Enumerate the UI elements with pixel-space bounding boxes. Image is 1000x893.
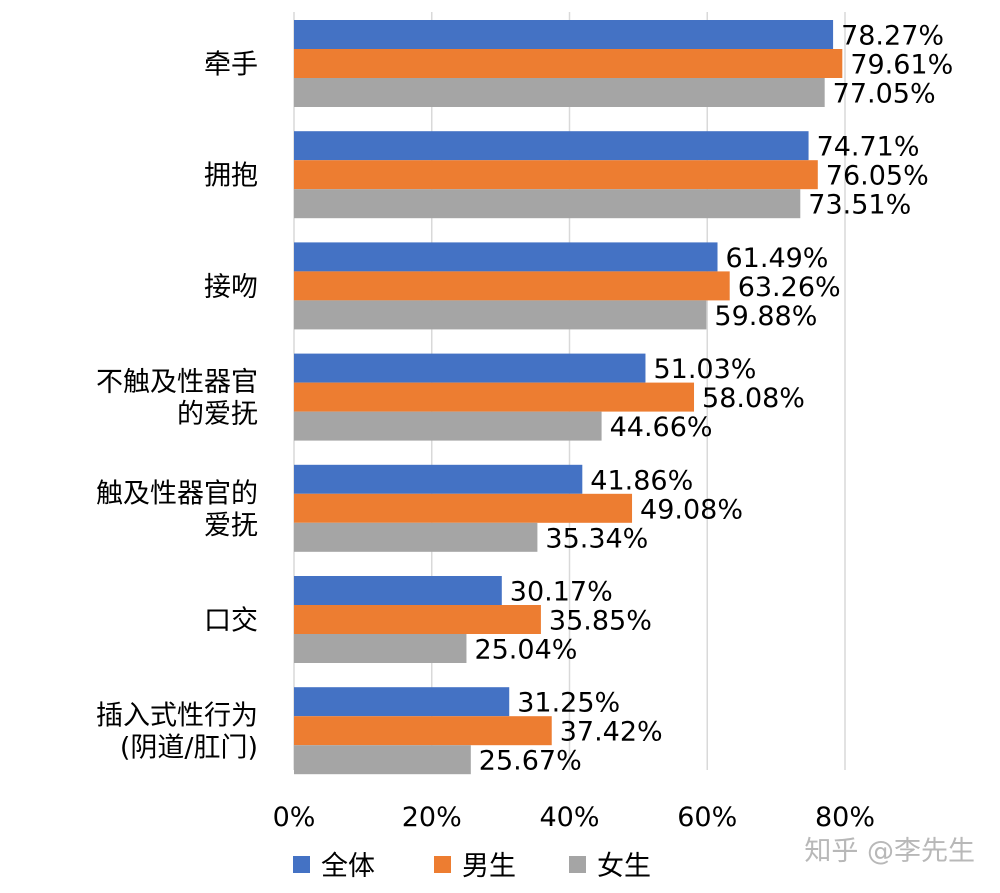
category-label: 拥抱 [204, 161, 258, 192]
category-label: 触及性器官的 [96, 478, 258, 509]
bar [294, 20, 834, 49]
bar [294, 716, 552, 746]
legend-label: 女生 [597, 851, 651, 882]
data-label: 76.05% [826, 161, 929, 192]
bar [294, 687, 510, 717]
bar [294, 382, 695, 412]
category-label: 插入式性行为 [96, 701, 258, 732]
bar [294, 300, 707, 330]
category-label: 不触及性器官 [96, 367, 258, 398]
bar [294, 353, 646, 383]
legend-swatch [293, 856, 310, 873]
data-label: 35.34% [545, 523, 648, 554]
bar [294, 49, 843, 78]
data-label: 63.26% [738, 272, 841, 303]
data-label: 49.08% [640, 494, 743, 525]
bar [294, 464, 583, 494]
bar [294, 271, 730, 301]
category-label: (阴道/肛门) [120, 733, 258, 764]
x-tick-label: 0% [273, 802, 316, 833]
category-label: 爱抚 [204, 510, 258, 541]
x-axis-ticks: 0% 20% 40% 60% 80% [273, 802, 875, 833]
bar [294, 242, 718, 272]
x-tick-label: 40% [539, 802, 599, 833]
data-label: 78.27% [841, 21, 944, 52]
data-label: 74.71% [817, 132, 920, 163]
x-tick-label: 80% [815, 802, 875, 833]
data-label: 51.03% [653, 354, 756, 385]
data-label: 44.66% [610, 412, 713, 443]
bar [294, 493, 633, 523]
watermark: 知乎 @李先生 [804, 836, 975, 867]
data-label: 79.61% [850, 50, 953, 81]
legend-swatch [569, 856, 586, 873]
data-label: 59.88% [714, 301, 817, 332]
data-label: 77.05% [833, 79, 936, 110]
legend: 全体 男生 女生 [293, 851, 651, 882]
category-label: 接吻 [204, 272, 258, 303]
bar [294, 160, 818, 190]
data-label: 73.51% [808, 190, 911, 221]
data-label: 37.42% [560, 717, 663, 748]
bar [294, 576, 502, 605]
bar [294, 605, 541, 634]
bar [294, 131, 809, 161]
category-label: 牵手 [204, 50, 258, 81]
category-label: 的爱抚 [177, 399, 258, 430]
data-label: 31.25% [517, 688, 620, 719]
legend-label: 全体 [321, 851, 375, 882]
bar [294, 189, 801, 219]
legend-swatch [434, 856, 451, 873]
data-label: 41.86% [590, 465, 693, 496]
bar [294, 78, 825, 107]
x-tick-label: 60% [677, 802, 737, 833]
bars: 78.27%79.61%77.05% 74.71%76.05%73.51% 61.4… [294, 20, 953, 777]
bar [294, 411, 602, 441]
data-label: 25.67% [479, 746, 582, 777]
category-label: 口交 [204, 606, 258, 637]
data-label: 58.08% [702, 383, 805, 414]
data-label: 61.49% [726, 243, 829, 274]
data-label: 30.17% [510, 577, 613, 608]
data-label: 25.04% [474, 635, 577, 666]
legend-label: 男生 [462, 851, 516, 882]
data-label: 35.85% [549, 606, 652, 637]
bar [294, 634, 467, 663]
x-tick-label: 20% [402, 802, 462, 833]
bar [294, 745, 471, 775]
bar [294, 522, 538, 552]
